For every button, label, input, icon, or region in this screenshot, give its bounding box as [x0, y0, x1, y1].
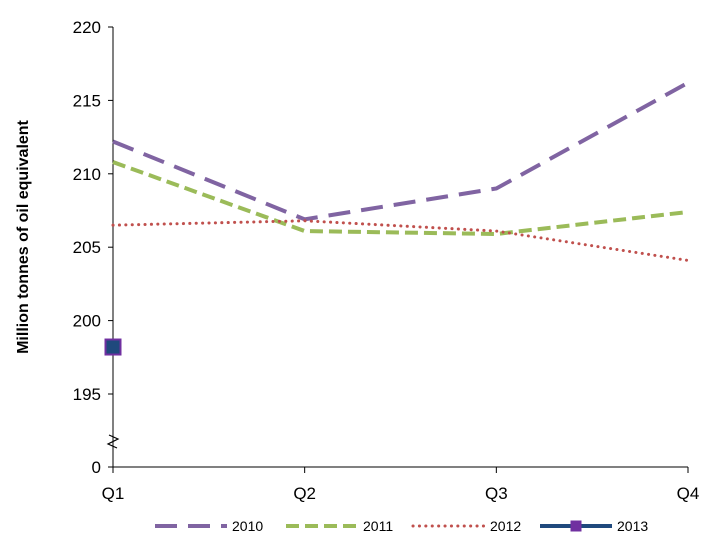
y-tick-label: 210 — [73, 165, 101, 184]
axis-break-mark — [106, 434, 120, 449]
legend-marker-2013 — [570, 520, 582, 532]
data-point-2013 — [104, 338, 122, 356]
y-tick-label: 220 — [73, 18, 101, 37]
y-tick-label: 205 — [73, 238, 101, 257]
series-line-2011 — [112, 160, 689, 236]
series-layer — [104, 81, 690, 356]
y-tick-label: 195 — [73, 385, 101, 404]
legend-label-2011: 2011 — [363, 518, 393, 534]
x-tick-label: Q2 — [293, 484, 316, 503]
y-tick-label: 200 — [73, 312, 101, 331]
y-axis-label: Million tonnes of oil equivalent — [15, 119, 32, 353]
series-line-2012 — [111, 219, 690, 262]
series-line-2010 — [112, 81, 689, 222]
y-tick-group: 220 215 210 205 200 195 0 — [73, 18, 113, 477]
legend-label-2013: 2013 — [617, 518, 648, 534]
legend: 2010 2011 2012 2013 — [155, 518, 648, 534]
legend-label-2012: 2012 — [490, 518, 521, 534]
axes — [106, 27, 688, 468]
x-tick-label: Q1 — [102, 484, 125, 503]
legend-label-2010: 2010 — [232, 518, 263, 534]
x-tick-label: Q3 — [485, 484, 508, 503]
x-tick-group: Q1 Q2 Q3 Q4 — [102, 467, 700, 503]
y-tick-label: 215 — [73, 91, 101, 110]
y-tick-label: 0 — [92, 458, 101, 477]
x-tick-label: Q4 — [677, 484, 700, 503]
